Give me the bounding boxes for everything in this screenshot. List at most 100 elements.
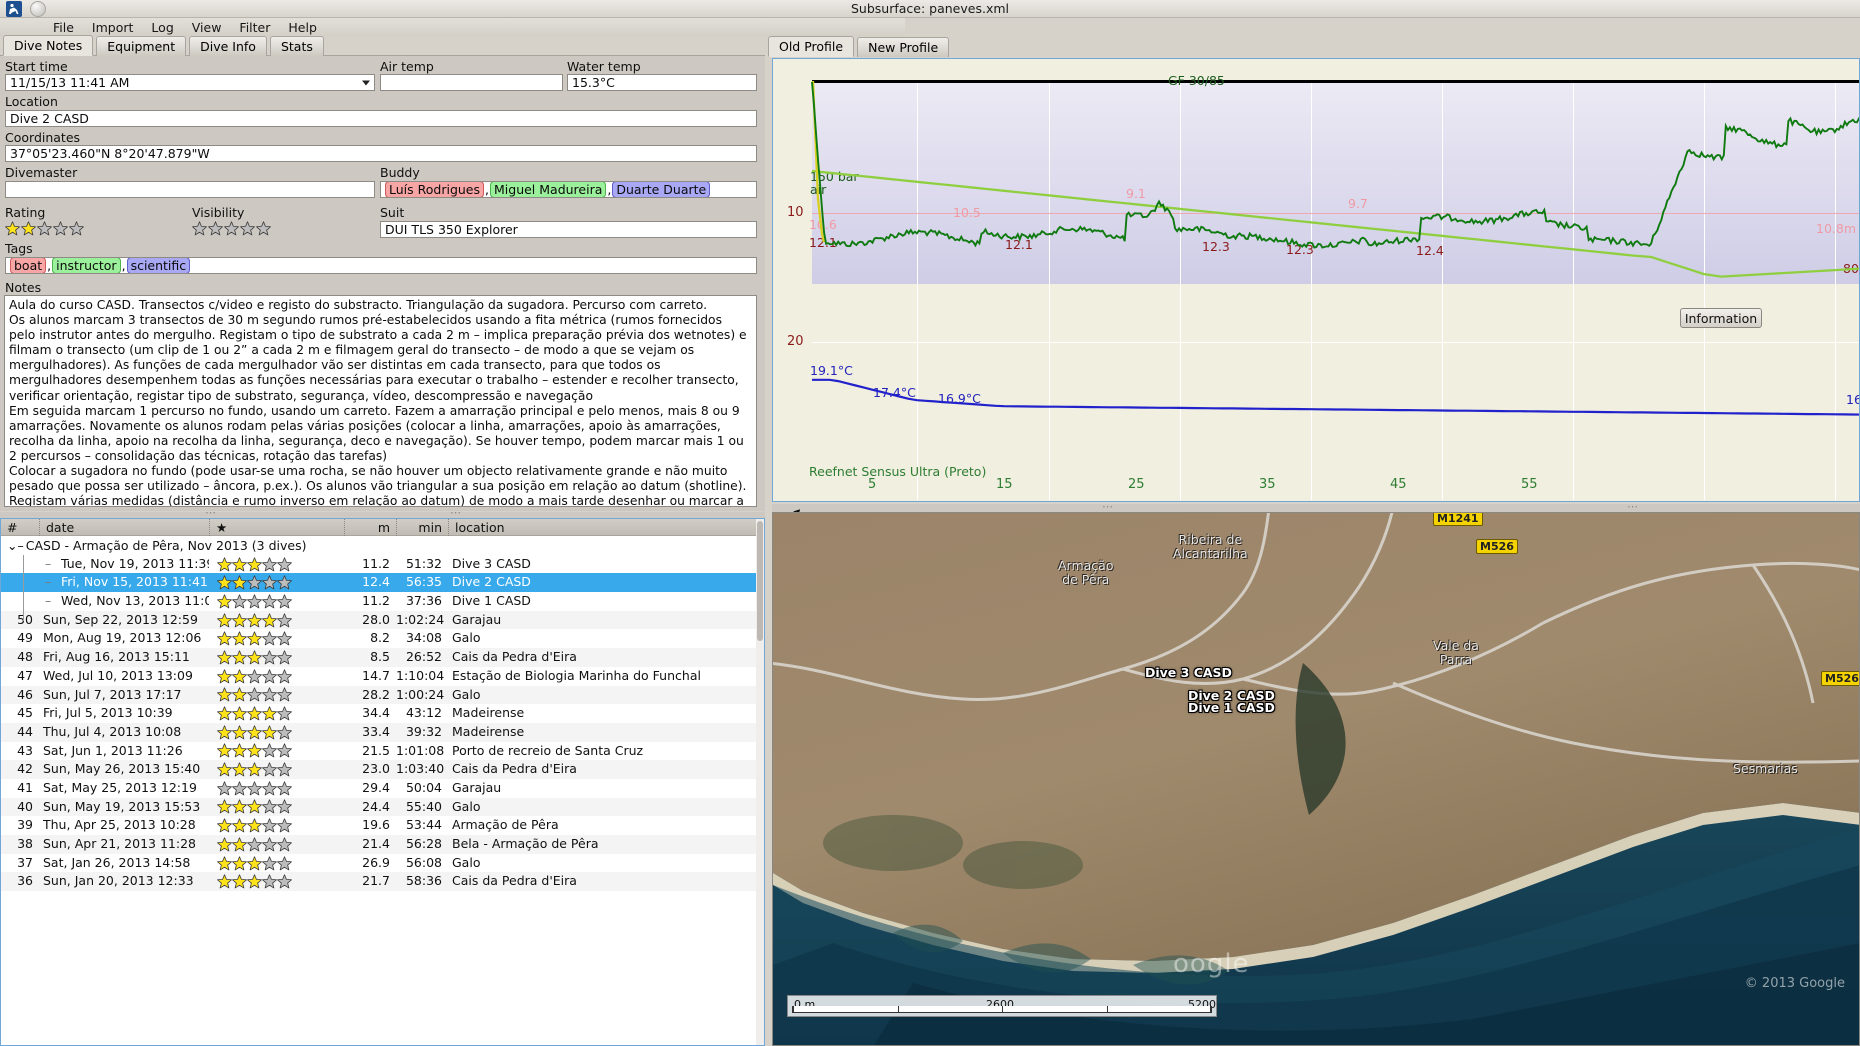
- cell-rating[interactable]: [209, 648, 344, 667]
- tab-equipment[interactable]: Equipment: [96, 36, 187, 56]
- scrollbar-thumb[interactable]: [757, 521, 763, 641]
- star-icon[interactable]: [247, 781, 262, 796]
- star-icon[interactable]: [232, 799, 247, 814]
- star-icon[interactable]: [247, 874, 262, 889]
- star-icon[interactable]: [232, 575, 247, 590]
- menu-import[interactable]: Import: [91, 19, 134, 35]
- star-icon[interactable]: [247, 668, 262, 684]
- coordinates-input[interactable]: 37°05'23.460"N 8°20'47.879"W: [5, 145, 757, 162]
- table-row[interactable]: 38 –Sun, Apr 21, 2013 11:28 21.4 56:28 Bela …: [1, 835, 764, 854]
- star-icon[interactable]: [256, 221, 271, 236]
- star-icon[interactable]: [247, 762, 262, 777]
- table-row[interactable]: 41 –Sat, May 25, 2013 12:19 29.4 50:04 Garaj…: [1, 779, 764, 798]
- star-icon[interactable]: [277, 612, 292, 628]
- star-icon[interactable]: [232, 706, 247, 721]
- cell-rating[interactable]: [209, 835, 344, 854]
- cell-rating[interactable]: [209, 798, 344, 817]
- star-icon[interactable]: [277, 575, 292, 590]
- star-icon[interactable]: [277, 874, 292, 889]
- star-icon[interactable]: [277, 650, 292, 665]
- menu-log[interactable]: Log: [151, 19, 174, 35]
- location-input[interactable]: Dive 2 CASD: [5, 110, 757, 127]
- cell-rating[interactable]: [209, 854, 344, 873]
- star-icon[interactable]: [232, 687, 247, 702]
- star-icon[interactable]: [277, 594, 292, 609]
- star-icon[interactable]: [277, 725, 292, 740]
- star-icon[interactable]: [217, 743, 232, 758]
- star-icon[interactable]: [217, 818, 232, 833]
- information-button[interactable]: Information: [1680, 308, 1762, 328]
- star-icon[interactable]: [217, 668, 232, 684]
- star-icon[interactable]: [240, 221, 255, 236]
- buddy-pill-1[interactable]: Luís Rodrigues: [385, 182, 485, 197]
- star-icon[interactable]: [247, 818, 262, 833]
- star-icon[interactable]: [232, 556, 247, 572]
- star-icon[interactable]: [247, 687, 262, 702]
- star-icon[interactable]: [262, 799, 277, 814]
- tag-pill-scientific[interactable]: scientific: [126, 258, 191, 273]
- star-icon[interactable]: [262, 575, 277, 590]
- cell-rating[interactable]: [209, 592, 344, 611]
- table-row[interactable]: 44 –Thu, Jul 4, 2013 10:08 33.4 39:32 Madeir…: [1, 722, 764, 742]
- buddy-pill-2[interactable]: Miguel Madureira: [490, 182, 607, 197]
- star-icon[interactable]: [69, 221, 84, 236]
- cell-rating[interactable]: [209, 779, 344, 798]
- cell-rating[interactable]: [209, 704, 344, 723]
- cell-rating[interactable]: [209, 760, 344, 779]
- star-icon[interactable]: [262, 650, 277, 665]
- buddy-pill-3[interactable]: Duarte Duarte: [612, 182, 711, 197]
- table-row[interactable]: – Wed, Nov 13, 2013 11:06 11.2 37:36 Dive 1 …: [1, 592, 764, 611]
- star-icon[interactable]: [217, 725, 232, 740]
- star-icon[interactable]: [217, 612, 232, 628]
- dive-location-map[interactable]: Armação de Pêra Ribeira de Alcantarilha Va…: [772, 512, 1860, 1046]
- star-icon[interactable]: [262, 725, 277, 740]
- menu-file[interactable]: File: [53, 19, 74, 35]
- cell-rating[interactable]: [209, 816, 344, 835]
- tab-dive-info[interactable]: Dive Info: [189, 36, 267, 56]
- star-icon[interactable]: [232, 874, 247, 889]
- star-icon[interactable]: [262, 631, 277, 646]
- table-row[interactable]: 40 –Sun, May 19, 2013 15:53 24.4 55:40 Galo: [1, 797, 764, 817]
- star-icon[interactable]: [277, 855, 292, 871]
- dive-list-scrollbar[interactable]: [756, 519, 764, 1045]
- star-icon[interactable]: [247, 556, 262, 572]
- tab-dive-notes[interactable]: Dive Notes: [3, 35, 94, 56]
- star-icon[interactable]: [217, 650, 232, 665]
- star-icon[interactable]: [262, 855, 277, 871]
- map-marker-dive-3[interactable]: Dive 3 CASD: [1145, 665, 1232, 680]
- star-icon[interactable]: [277, 799, 292, 814]
- star-icon[interactable]: [217, 631, 232, 646]
- dive-profile-chart[interactable]: 10 20 GF 30/85 150 bar air 10.6 12.1 10.…: [772, 58, 1860, 502]
- menu-view[interactable]: View: [191, 19, 222, 35]
- tags-input[interactable]: boat, instructor, scientific: [5, 257, 757, 274]
- table-row[interactable]: 36 –Sun, Jan 20, 2013 12:33 21.7 58:36 Cais …: [1, 872, 764, 892]
- star-icon[interactable]: [21, 221, 36, 236]
- star-icon[interactable]: [277, 837, 292, 852]
- table-row[interactable]: 37 –Sat, Jan 26, 2013 14:58 26.9 56:08 Galo: [1, 854, 764, 873]
- star-icon[interactable]: [232, 650, 247, 665]
- star-icon[interactable]: [232, 725, 247, 740]
- star-icon[interactable]: [224, 221, 239, 236]
- rating-stars[interactable]: [5, 221, 84, 236]
- star-icon[interactable]: [232, 762, 247, 777]
- dive-trip-group-row[interactable]: ⌄– CASD - Armação de Pêra, Nov 2013 (3 d…: [1, 536, 764, 555]
- star-icon[interactable]: [262, 594, 277, 609]
- star-icon[interactable]: [247, 725, 262, 740]
- star-icon[interactable]: [232, 594, 247, 609]
- star-icon[interactable]: [232, 631, 247, 646]
- star-icon[interactable]: [247, 743, 262, 758]
- cell-rating[interactable]: [209, 667, 344, 686]
- notes-textarea[interactable]: Aula do curso CASD. Transectos c/video e…: [4, 295, 757, 507]
- star-icon[interactable]: [262, 762, 277, 777]
- expand-collapse-icon[interactable]: ⌄–: [7, 537, 24, 553]
- tab-stats[interactable]: Stats: [269, 36, 324, 56]
- table-row[interactable]: 48 –Fri, Aug 16, 2013 15:11 8.5 26:52 Cais d…: [1, 648, 764, 667]
- star-icon[interactable]: [262, 668, 277, 684]
- star-icon[interactable]: [232, 668, 247, 684]
- chevron-down-icon[interactable]: [362, 80, 370, 85]
- star-icon[interactable]: [217, 687, 232, 702]
- buddy-input[interactable]: Luís Rodrigues, Miguel Madureira, Duarte…: [380, 181, 757, 198]
- star-icon[interactable]: [37, 221, 52, 236]
- table-row[interactable]: 43 –Sat, Jun 1, 2013 11:26 21.5 1:01:08 Port…: [1, 742, 764, 761]
- star-icon[interactable]: [262, 556, 277, 572]
